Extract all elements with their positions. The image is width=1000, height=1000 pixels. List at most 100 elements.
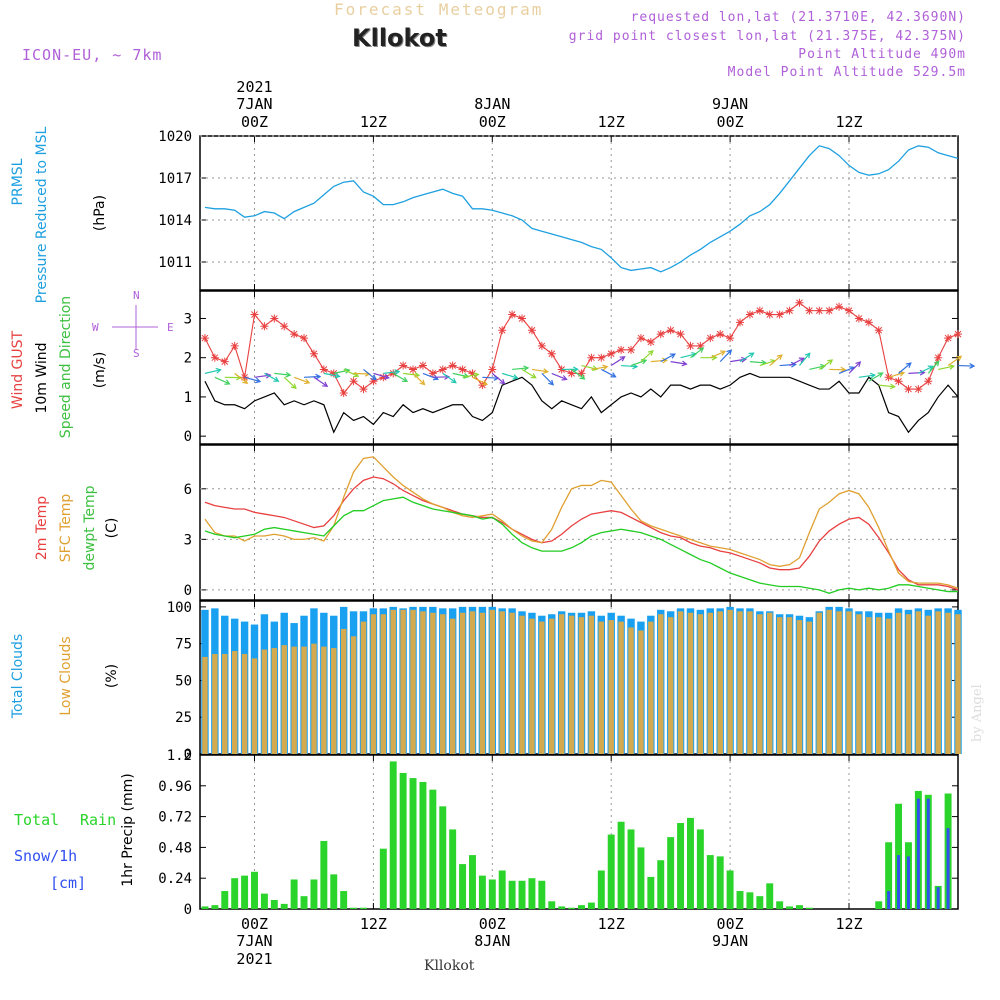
low-cloud-bar: [846, 611, 852, 754]
gust-marker: [795, 298, 804, 307]
rain-bar: [498, 870, 506, 909]
wind-arrow: [571, 368, 585, 380]
gust-marker: [547, 349, 556, 358]
rain-bar: [251, 871, 258, 909]
wind-arrow-head: [450, 377, 457, 384]
wind-arrow-head: [255, 377, 262, 384]
wind-speed-line: [204, 372, 959, 434]
wind-arrow: [868, 372, 883, 382]
pressure-line: [204, 145, 959, 273]
snow-bar: [946, 828, 950, 909]
rain-bar: [578, 905, 585, 909]
low-cloud-bar: [727, 609, 733, 754]
low-cloud-bar: [776, 617, 783, 754]
rain-bar: [310, 879, 318, 909]
low-cloud-bar: [638, 630, 644, 754]
wind-arrow-head: [215, 367, 222, 374]
wind-arrow: [472, 376, 488, 385]
low-cloud-bar: [390, 609, 396, 754]
gust-marker: [527, 326, 536, 335]
wind-arrow-head: [804, 352, 811, 359]
gust-marker: [745, 310, 754, 319]
rain-bar: [667, 837, 675, 909]
ytick-label-wind: 1: [184, 390, 192, 406]
wind-arrow-head: [512, 374, 519, 380]
time-top-hour: 12Z: [835, 113, 862, 131]
wind-arrow-head: [315, 373, 322, 380]
wind-arrow: [719, 349, 732, 363]
ytick-label-precip: 0.72: [158, 810, 192, 826]
gust-marker: [309, 349, 318, 358]
wind-arrow-head: [285, 371, 292, 378]
wind-arrow-head: [322, 381, 329, 388]
rain-bar: [270, 900, 278, 909]
time-top-date: 9JAN: [712, 95, 748, 113]
gust-marker: [260, 322, 269, 331]
wind-arrow: [779, 363, 796, 367]
rain-bar: [558, 906, 566, 909]
wind-arrow: [670, 361, 687, 365]
label-rain: Rain: [80, 811, 116, 829]
label-snow: Snow/1h: [14, 847, 77, 865]
wind-arrow-head: [273, 376, 280, 382]
ytick-label-precip: 0.48: [158, 840, 192, 856]
gust-marker: [458, 365, 467, 374]
low-cloud-bar: [895, 612, 902, 754]
gust-marker: [418, 361, 427, 370]
wind-arrow-head: [481, 379, 488, 386]
gust-marker: [359, 385, 368, 394]
time-bottom-date: 9JAN: [712, 932, 748, 950]
time-bottom-hour: 12Z: [835, 915, 862, 933]
wind-arrow: [680, 353, 697, 359]
wind-arrow: [363, 368, 377, 381]
wind-arrow: [621, 364, 638, 368]
gust-marker: [379, 373, 388, 382]
low-cloud-bar: [658, 614, 664, 754]
rain-bar: [607, 834, 615, 909]
wind-arrow: [927, 360, 940, 374]
gust-marker: [736, 318, 745, 327]
rain-bar: [518, 880, 526, 909]
label-cm: [cm]: [50, 874, 86, 892]
wind-arrow-head: [542, 368, 550, 375]
wind-arrow: [214, 376, 230, 385]
wind-arrow-head: [748, 352, 755, 358]
wind-arrow: [343, 368, 359, 377]
snow-bar: [897, 855, 901, 909]
ytick-label-clouds: 0: [184, 747, 192, 763]
wind-arrow: [373, 372, 389, 379]
temp-line-1: [204, 456, 959, 589]
wind-arrow: [888, 372, 905, 378]
label-c: (C): [104, 518, 120, 539]
rain-bar: [657, 860, 665, 909]
wind-arrow: [491, 372, 505, 385]
wind-arrow: [739, 352, 754, 363]
label-sfc-temp: SFC Temp: [58, 494, 74, 563]
ytick-label-pressure: 1014: [158, 213, 192, 229]
gust-marker: [755, 306, 764, 315]
gust-marker: [954, 330, 962, 339]
rain-bar: [587, 902, 595, 909]
wind-arrow: [392, 372, 408, 382]
gust-marker: [646, 338, 655, 346]
gust-marker: [210, 353, 219, 362]
rain-bar: [736, 891, 744, 909]
low-cloud-bar: [866, 617, 872, 754]
wind-arrow-head: [523, 365, 530, 372]
wind-arrow: [610, 356, 625, 367]
rain-bar: [488, 879, 496, 909]
gust-marker: [200, 334, 209, 343]
model-label: ICON-EU, ~ 7km: [22, 46, 163, 64]
wind-arrow: [274, 372, 291, 376]
gust-marker: [944, 334, 953, 343]
time-top-hour: 00Z: [479, 113, 506, 131]
low-cloud-bar: [717, 611, 723, 754]
wind-arrow-head: [719, 350, 727, 356]
rain-bar: [746, 892, 754, 909]
low-cloud-bar: [608, 620, 614, 754]
wind-arrow-head: [647, 350, 654, 356]
low-cloud-bar: [925, 615, 931, 754]
rain-bar: [706, 855, 714, 909]
ytick-label-clouds: 75: [175, 637, 192, 653]
